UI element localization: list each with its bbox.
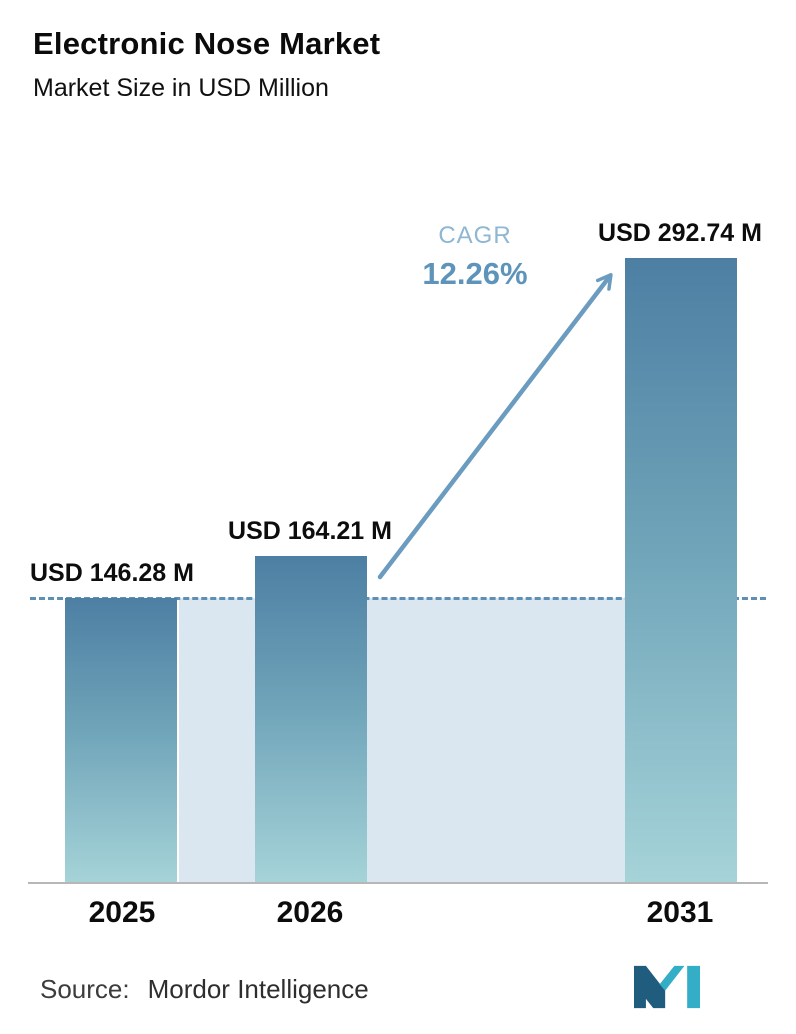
source-label: Source:	[40, 974, 130, 1004]
cagr-label: CAGR	[438, 222, 512, 249]
page-title: Electronic Nose Market	[33, 26, 381, 61]
x-tick-2026: 2026	[276, 896, 344, 929]
bar-chart: USD 146.28 M USD 164.21 M USD 292.74 M C…	[28, 180, 768, 929]
x-axis-labels: 2025 2026 2031	[30, 882, 766, 932]
cagr-annotation: CAGR 12.26%	[375, 222, 575, 292]
mordor-intelligence-logo	[634, 965, 700, 1009]
baseline-highlight-band	[179, 597, 625, 882]
x-tick-2025: 2025	[88, 896, 156, 929]
chart-header: Electronic Nose Market Market Size in US…	[33, 26, 380, 103]
baseline-dashed-line	[30, 596, 766, 600]
value-label-2025: USD 146.28 M	[30, 558, 194, 587]
value-label-2031: USD 292.74 M	[598, 218, 762, 247]
cagr-value: 12.26%	[422, 256, 528, 291]
bar-2031	[625, 257, 737, 882]
page-subtitle: Market Size in USD Million	[33, 74, 329, 102]
source-attribution: Source: Mordor Intelligence	[40, 974, 369, 1005]
value-label-2026: USD 164.21 M	[228, 517, 392, 546]
x-tick-2031: 2031	[646, 896, 714, 929]
bar-2026	[255, 556, 367, 882]
source-value: Mordor Intelligence	[147, 974, 369, 1004]
x-axis-line	[28, 882, 768, 884]
bar-2025	[65, 597, 177, 882]
